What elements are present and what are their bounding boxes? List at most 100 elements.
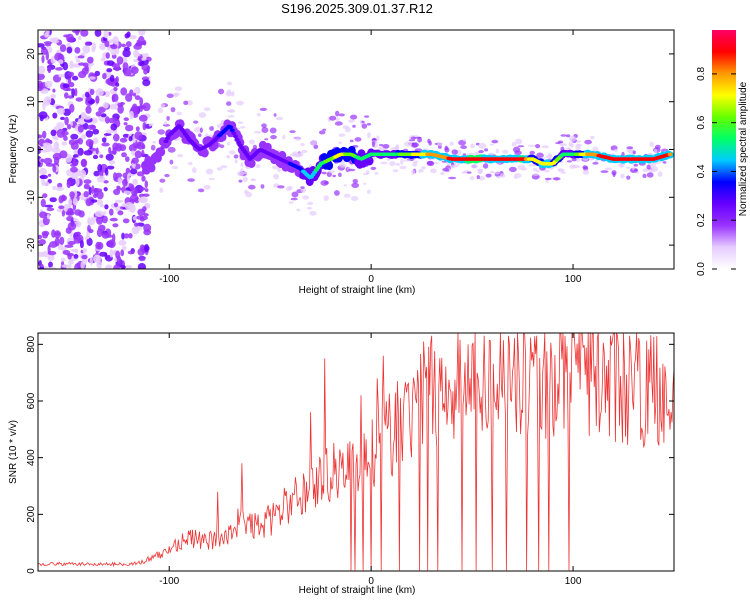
heatmap-cell — [329, 115, 337, 121]
heatmap-cell — [59, 44, 67, 52]
heatmap-cell — [81, 67, 89, 75]
heatmap-cell — [167, 146, 176, 153]
heatmap-cell — [139, 60, 145, 67]
heatmap-cell — [392, 169, 399, 173]
heatmap-cell — [103, 180, 109, 184]
heatmap-cell — [54, 52, 63, 61]
heatmap-cell — [68, 198, 73, 207]
heatmap-cell — [620, 163, 624, 168]
heatmap-cell — [633, 168, 638, 172]
heatmap-cell — [233, 134, 238, 139]
heatmap-cell — [348, 119, 355, 123]
heatmap-cell — [352, 179, 358, 184]
heatmap-cell — [49, 37, 57, 42]
heatmap-cell — [200, 148, 209, 158]
figure-title: S196.2025.309.01.37.R12 — [281, 1, 433, 16]
heatmap-cell — [474, 151, 481, 156]
heatmap-cell — [103, 30, 109, 39]
heatmap-cell — [342, 125, 350, 129]
heatmap-cell — [61, 261, 65, 266]
heatmap-cell — [94, 210, 104, 218]
heatmap-cell — [122, 49, 131, 58]
heatmap-cell — [83, 150, 93, 156]
heatmap-cell — [44, 96, 52, 105]
heatmap-cell — [288, 201, 294, 204]
heatmap-cell — [75, 177, 80, 187]
heatmap-cell — [469, 176, 475, 181]
heatmap-cell — [462, 153, 467, 156]
heatmap-cell — [410, 136, 417, 140]
heatmap-cell — [103, 187, 108, 192]
heatmap-cell — [122, 62, 129, 71]
heatmap-cell — [536, 152, 544, 159]
heatmap-cell — [94, 70, 101, 77]
heatmap-cell — [110, 44, 118, 50]
heatmap-cell — [40, 198, 46, 208]
heatmap-cell — [193, 120, 199, 124]
heatmap-cell — [203, 184, 211, 190]
heatmap-cell — [92, 42, 97, 51]
heatmap-cell — [93, 170, 100, 177]
heatmap-cell — [77, 118, 86, 125]
heatmap-cell — [453, 164, 459, 168]
heatmap-cell — [307, 201, 314, 206]
heatmap-cell — [528, 164, 533, 167]
heatmap-cell — [338, 113, 345, 117]
heatmap-cell — [67, 77, 72, 85]
heatmap-cell — [320, 180, 329, 186]
heatmap-cell — [642, 173, 647, 179]
heatmap-cell — [499, 173, 506, 178]
heatmap-cell — [75, 139, 80, 143]
heatmap-cell — [302, 195, 309, 200]
heatmap-cell — [97, 175, 106, 183]
heatmap-cell — [43, 41, 53, 45]
heatmap-cell — [38, 43, 45, 48]
heatmap-cell — [131, 150, 135, 156]
heatmap-cell — [620, 173, 625, 179]
heatmap-cell — [412, 142, 419, 148]
heatmap-cell — [273, 113, 277, 117]
heatmap-cell — [85, 97, 89, 103]
heatmap-cell — [70, 133, 79, 140]
heatmap-cell — [347, 168, 356, 172]
heatmap-cell — [83, 115, 92, 120]
heatmap-cell — [142, 102, 151, 112]
heatmap-cell — [66, 180, 72, 189]
heatmap-cell — [137, 263, 146, 269]
heatmap-cell — [261, 127, 269, 133]
heatmap-cell — [117, 102, 124, 108]
heatmap-cell — [227, 115, 235, 118]
heatmap-cell — [45, 163, 54, 167]
y-tick-label: 20 — [26, 48, 37, 60]
heatmap-cell — [142, 206, 147, 212]
heatmap-cell — [657, 171, 663, 177]
heatmap-cell — [57, 59, 64, 64]
heatmap-cell — [176, 111, 183, 116]
heatmap-cell — [38, 146, 41, 150]
heatmap-cell — [46, 207, 55, 212]
heatmap-cell — [81, 254, 88, 260]
heatmap-cell — [592, 162, 599, 165]
heatmap-cell — [85, 105, 92, 114]
heatmap-cell — [166, 115, 170, 121]
heatmap-cell — [47, 253, 55, 261]
heatmap-cell — [382, 144, 390, 149]
heatmap-cell — [94, 30, 102, 37]
heatmap-cell — [205, 168, 214, 175]
heatmap-cell — [325, 161, 334, 171]
heatmap-cell — [328, 170, 336, 174]
heatmap-cell — [51, 229, 56, 238]
heatmap-cell — [174, 86, 183, 92]
heatmap-cell — [183, 100, 189, 106]
heatmap-cell — [569, 135, 577, 142]
heatmap-cell — [395, 144, 400, 150]
heatmap-cell — [125, 41, 132, 48]
heatmap-cell — [54, 237, 60, 247]
heatmap-cell — [321, 171, 327, 175]
heatmap-cell — [121, 245, 127, 251]
heatmap-cell — [259, 107, 268, 111]
heatmap-cell — [56, 122, 65, 129]
heatmap-cell — [112, 250, 116, 255]
heatmap-cell — [517, 164, 526, 170]
heatmap-cell — [545, 154, 553, 159]
